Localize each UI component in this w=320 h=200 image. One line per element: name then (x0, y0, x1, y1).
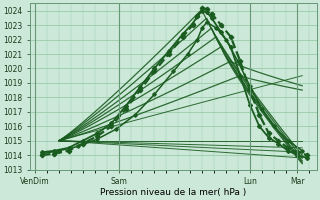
X-axis label: Pression niveau de la mer( hPa ): Pression niveau de la mer( hPa ) (100, 188, 247, 197)
